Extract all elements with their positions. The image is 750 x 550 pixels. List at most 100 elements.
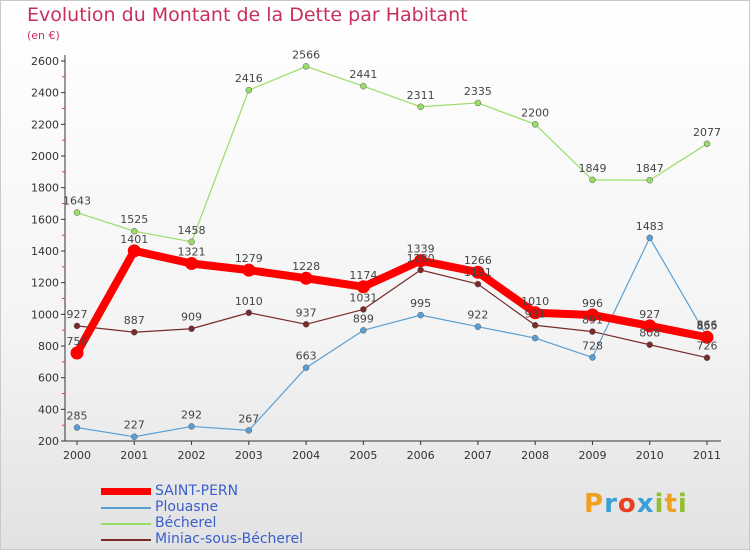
logo-letter: t (664, 489, 678, 519)
data-label: 2441 (349, 68, 377, 81)
data-point (531, 121, 539, 128)
data-label: 726 (697, 340, 718, 353)
data-point (302, 364, 310, 371)
logo-letter: o (617, 489, 637, 519)
series-line (73, 246, 708, 355)
data-label: 1483 (636, 220, 664, 233)
data-label: 909 (181, 311, 202, 324)
data-point (703, 354, 711, 361)
data-point (589, 354, 596, 361)
data-point (531, 334, 539, 342)
data-point (360, 327, 367, 334)
data-point (360, 306, 367, 313)
data-point (414, 254, 428, 268)
data-label: 996 (582, 297, 603, 310)
data-point (73, 322, 81, 330)
data-label: 937 (296, 306, 317, 319)
data-label: 1401 (120, 233, 148, 246)
x-tick-label: 2005 (349, 449, 377, 462)
data-label: 1458 (178, 224, 206, 237)
data-label: 2566 (292, 48, 320, 61)
y-tick-label: 1800 (31, 182, 59, 195)
data-label: 1228 (292, 260, 320, 273)
data-label: 1525 (120, 213, 148, 226)
data-label: 927 (639, 308, 660, 321)
data-label: 922 (467, 309, 488, 322)
logo-letter: r (604, 489, 618, 519)
y-tick-label: 1200 (31, 277, 59, 290)
data-point (127, 244, 141, 258)
y-tick-label: 600 (38, 372, 59, 385)
data-point (531, 322, 539, 329)
data-point (528, 306, 542, 320)
logo-letter: x (636, 489, 655, 519)
y-tick-label: 2200 (31, 118, 59, 131)
x-tick-label: 2006 (407, 449, 435, 462)
data-point (417, 266, 424, 274)
logo-letter: i (677, 489, 688, 519)
x-tick-label: 2007 (464, 449, 492, 462)
data-point (188, 423, 195, 430)
data-label: 1321 (178, 246, 206, 259)
data-label: 1174 (349, 269, 377, 282)
data-label: 1849 (578, 162, 606, 175)
data-label: 1031 (349, 291, 377, 304)
data-label: 728 (582, 339, 603, 352)
data-point (360, 82, 367, 90)
data-point (474, 280, 482, 288)
data-label: 2416 (235, 72, 263, 85)
data-point (585, 308, 599, 322)
data-label: 866 (697, 319, 718, 332)
data-point (73, 209, 81, 216)
data-label: 2200 (521, 106, 549, 119)
x-tick-label: 2004 (292, 449, 320, 462)
data-label: 1010 (521, 295, 549, 308)
data-point (245, 309, 253, 316)
data-point (356, 280, 370, 294)
data-label: 899 (353, 312, 374, 325)
data-point (131, 227, 138, 235)
y-tick-label: 1000 (31, 308, 59, 321)
data-point (302, 63, 310, 70)
y-tick-label: 2400 (31, 87, 59, 100)
data-point (646, 341, 653, 348)
data-point (131, 433, 138, 440)
data-label: 1279 (235, 252, 263, 265)
data-label: 1010 (235, 295, 263, 308)
x-tick-label: 2002 (178, 449, 206, 462)
data-label: 1847 (636, 162, 664, 175)
data-point (417, 103, 424, 111)
data-point (131, 328, 138, 336)
legend-label: Bécherel (155, 515, 217, 531)
data-point (185, 257, 199, 271)
data-point (474, 99, 482, 107)
data-point (700, 330, 714, 344)
data-label: 756 (67, 335, 88, 348)
data-label: 292 (181, 408, 202, 421)
data-point (703, 140, 711, 148)
series-line (76, 237, 708, 438)
data-label: 931 (525, 307, 546, 320)
data-point (643, 319, 657, 333)
data-point (242, 263, 256, 277)
data-label: 2077 (693, 126, 721, 139)
x-tick-label: 2000 (63, 449, 91, 462)
data-label: 855 (697, 319, 718, 332)
data-point (70, 346, 84, 360)
series-line (76, 65, 708, 243)
data-label: 2335 (464, 85, 492, 98)
data-point (646, 176, 653, 184)
data-point (245, 427, 253, 434)
data-label: 808 (639, 327, 660, 340)
data-point (646, 234, 653, 242)
legend-swatch-becherel (101, 523, 151, 525)
data-label: 267 (238, 412, 259, 425)
series-line (76, 269, 708, 359)
chart-title: Evolution du Montant de la Dette par Hab… (27, 4, 468, 26)
legend-swatch-saint-pern (101, 488, 151, 495)
data-label: 1643 (63, 195, 91, 208)
data-label: 2311 (407, 89, 435, 102)
proxiti-logo: Proxiti (584, 489, 688, 519)
